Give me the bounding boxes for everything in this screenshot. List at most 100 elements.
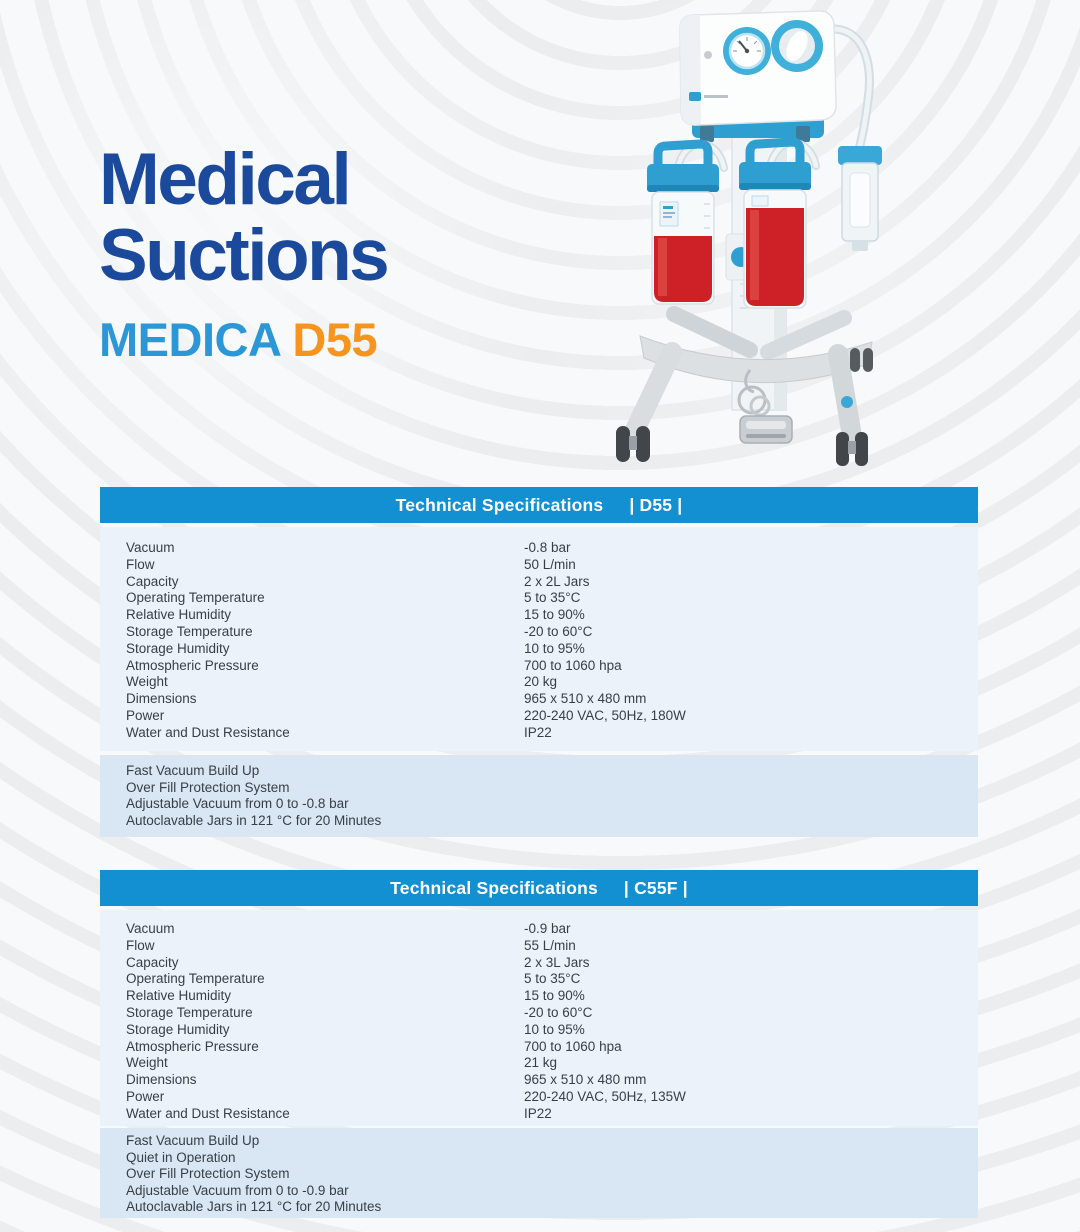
spec-row: Power 220-240 VAC, 50Hz, 180W [126, 708, 978, 725]
spec-value: 700 to 1060 hpa [524, 1038, 622, 1054]
spec-label: Storage Temperature [126, 1004, 253, 1020]
spec-label: Dimensions [126, 691, 197, 707]
spec-table-d55: Technical Specifications | D55 | Vacuum -… [100, 487, 978, 837]
spec-label: Atmospheric Pressure [126, 1038, 259, 1054]
spec-row: Relative Humidity 15 to 90% [126, 607, 978, 624]
spec-label: Capacity [126, 573, 179, 589]
spec-value: 2 x 3L Jars [524, 954, 590, 970]
page-title-line1: Medical [99, 139, 352, 220]
feature-item: Over Fill Protection System [126, 779, 290, 795]
spec-value: 220-240 VAC, 50Hz, 180W [524, 707, 686, 723]
spec-value: 965 x 510 x 480 mm [524, 691, 647, 707]
spec-row: Vacuum -0.9 bar [126, 921, 978, 938]
spec-header-title: Technical Specifications [390, 877, 598, 898]
page-title: Medical Suctions [99, 139, 390, 296]
feature-item: Autoclavable Jars in 121 °C for 20 Minut… [126, 1199, 382, 1215]
spec-row: Storage Temperature -20 to 60°C [126, 624, 978, 641]
spec-row: Operating Temperature 5 to 35°C [126, 971, 978, 988]
feature-item: Over Fill Protection System [126, 1166, 290, 1182]
title-block: Medical Suctions MEDICA D55 [99, 139, 390, 367]
model-subtitle: MEDICA D55 [99, 312, 387, 367]
spec-value: 965 x 510 x 480 mm [524, 1072, 647, 1088]
spec-label: Flow [126, 556, 155, 572]
page-title-line2: Suctions [99, 215, 390, 296]
spec-value: -20 to 60°C [524, 623, 593, 639]
spec-value: 15 to 90% [524, 988, 585, 1004]
spec-label: Storage Humidity [126, 640, 230, 656]
spec-value: 5 to 35°C [524, 590, 581, 606]
model-code: D55 [292, 313, 378, 366]
spec-label: Operating Temperature [126, 590, 265, 606]
spec-row: Storage Humidity 10 to 95% [126, 1022, 978, 1039]
feature-item: Autoclavable Jars in 121 °C for 20 Minut… [126, 812, 382, 828]
spec-value: 15 to 90% [524, 607, 585, 623]
spec-label: Capacity [126, 954, 179, 970]
product-photo-suction-machine [616, 10, 882, 466]
feature-item: Quiet in Operation [126, 1149, 236, 1165]
feature-item: Fast Vacuum Build Up [126, 1133, 260, 1148]
spec-label: Relative Humidity [126, 607, 232, 623]
spec-row: Storage Temperature -20 to 60°C [126, 1005, 978, 1022]
spec-label: Flow [126, 937, 155, 953]
spec-label: Power [126, 1088, 165, 1104]
spec-label: Water and Dust Resistance [126, 1105, 290, 1121]
feature-item: Fast Vacuum Build Up [126, 763, 260, 778]
pump-head-unit [679, 10, 837, 142]
spec-table-c55f-header: Technical Specifications | C55F | [100, 870, 978, 906]
spec-row: Atmospheric Pressure 700 to 1060 hpa [126, 658, 978, 675]
tubing-main [817, 24, 874, 155]
spec-header-model: | D55 | [629, 494, 683, 515]
spec-label: Dimensions [126, 1072, 197, 1088]
feature-list-d55: Fast Vacuum Build Up Over Fill Protectio… [100, 755, 978, 837]
spec-value: -0.8 bar [524, 540, 571, 555]
spec-label: Vacuum [126, 921, 175, 936]
spec-value: 55 L/min [524, 937, 576, 953]
spec-label: Atmospheric Pressure [126, 657, 259, 673]
spec-row: Vacuum -0.8 bar [126, 540, 978, 557]
spec-header-title: Technical Specifications [395, 494, 604, 515]
spec-row: Dimensions 965 x 510 x 480 mm [126, 1072, 978, 1089]
brand-logo [689, 92, 728, 101]
spec-value: 700 to 1060 hpa [524, 657, 622, 673]
spec-label: Storage Temperature [126, 623, 253, 639]
spec-value: 5 to 35°C [524, 971, 581, 987]
spec-row: Weight 21 kg [126, 1055, 978, 1072]
spec-table-d55-body: Vacuum -0.8 bar Flow 50 L/min Capacity 2 x … [100, 527, 978, 751]
foot-pedal [737, 369, 793, 444]
spec-header-model: | C55F | [623, 877, 688, 898]
spec-row: Power 220-240 VAC, 50Hz, 135W [126, 1089, 978, 1106]
caster-wheels [616, 348, 873, 466]
spec-value: 220-240 VAC, 50Hz, 135W [524, 1088, 686, 1104]
spec-label: Operating Temperature [126, 971, 265, 987]
spec-row: Flow 50 L/min [126, 557, 978, 574]
spec-label: Relative Humidity [126, 988, 232, 1004]
spec-label: Vacuum [126, 540, 175, 555]
spec-value: -0.9 bar [524, 921, 571, 936]
collection-jar-right [739, 137, 811, 309]
spec-row: Water and Dust Resistance IP22 [126, 725, 978, 742]
spec-row: Operating Temperature 5 to 35°C [126, 590, 978, 607]
power-button [704, 51, 712, 59]
feature-item: Adjustable Vacuum from 0 to -0.8 bar [126, 796, 349, 812]
collection-jar-left [647, 139, 719, 305]
spec-row: Dimensions 965 x 510 x 480 mm [126, 691, 978, 708]
spec-value: IP22 [524, 724, 552, 740]
spec-table-d55-header: Technical Specifications | D55 | [100, 487, 978, 523]
spec-row: Weight 20 kg [126, 674, 978, 691]
spec-value: 10 to 95% [524, 640, 585, 656]
regulator-knob [771, 20, 823, 72]
spec-label: Storage Humidity [126, 1021, 230, 1037]
spec-table-c55f-body: Vacuum -0.9 bar Flow 55 L/min Capacity 2 x … [100, 910, 978, 1126]
spec-table-c55f: Technical Specifications | C55F | Vacuum… [100, 870, 978, 1218]
trolley-base [624, 306, 873, 446]
spec-value: 20 kg [524, 674, 558, 690]
spec-row: Atmospheric Pressure 700 to 1060 hpa [126, 1039, 978, 1056]
spec-row: Water and Dust Resistance IP22 [126, 1106, 978, 1123]
spec-row: Flow 55 L/min [126, 938, 978, 955]
model-name: MEDICA [99, 313, 282, 366]
spec-row: Capacity 2 x 3L Jars [126, 955, 978, 972]
spec-label: Weight [126, 1055, 168, 1071]
spec-row: Storage Humidity 10 to 95% [126, 641, 978, 658]
spec-value: 2 x 2L Jars [524, 573, 590, 589]
